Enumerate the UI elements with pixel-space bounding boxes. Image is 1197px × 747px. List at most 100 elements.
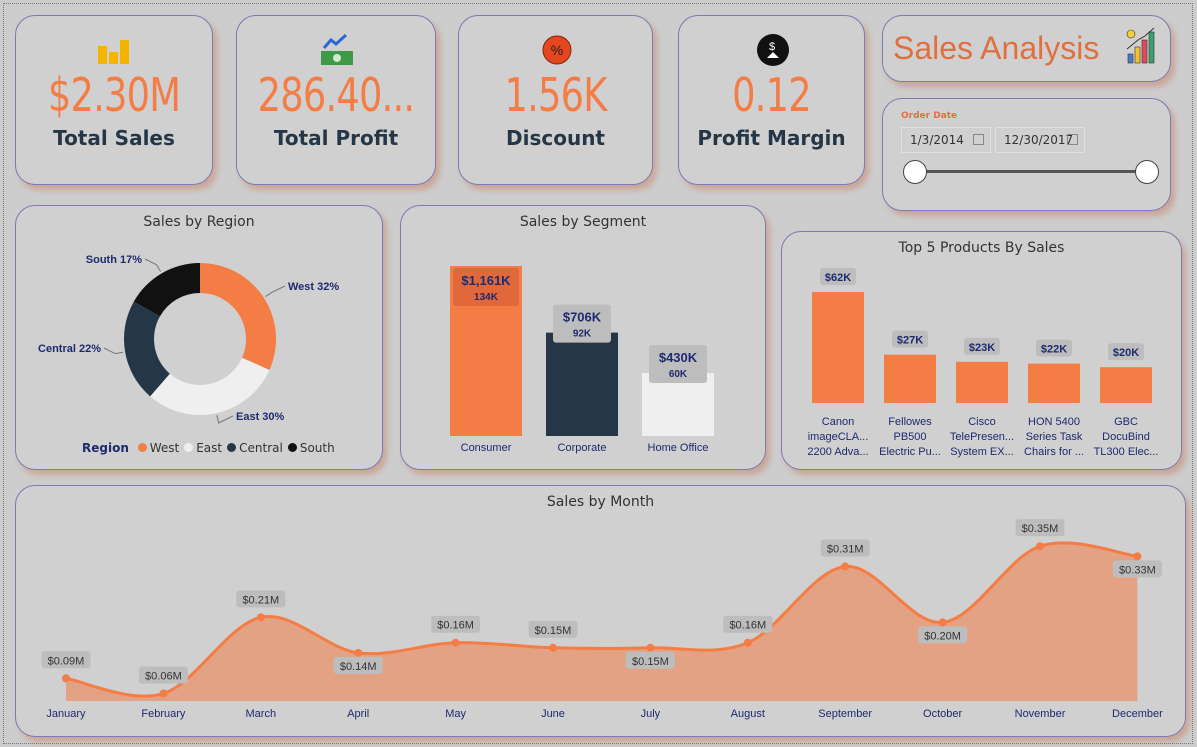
product-bar bbox=[956, 361, 1008, 403]
legend: Region West East Central South bbox=[82, 441, 335, 455]
data-label: $0.15M bbox=[535, 625, 572, 637]
kpi-label: Discount bbox=[506, 126, 605, 150]
legend-item-west[interactable]: West bbox=[133, 441, 179, 455]
product-label: TelePresen... bbox=[950, 431, 1014, 443]
end-date-input[interactable]: 12/30/2017 bbox=[995, 127, 1085, 153]
data-label-bg bbox=[625, 651, 675, 669]
data-label-bg bbox=[333, 656, 383, 674]
end-date-value: 12/30/2017 bbox=[1004, 133, 1074, 147]
kpi-value: 0.12 bbox=[732, 68, 812, 122]
product-label: TL300 Elec... bbox=[1094, 446, 1159, 458]
product-bar bbox=[812, 292, 864, 403]
data-label-bg bbox=[1112, 560, 1162, 578]
chart-title: Sales by Segment bbox=[519, 214, 647, 230]
data-label: $0.09M bbox=[48, 655, 85, 667]
data-label-bg bbox=[236, 590, 286, 608]
start-date-value: 1/3/2014 bbox=[910, 133, 964, 147]
data-point bbox=[159, 689, 168, 698]
bar-corporate bbox=[546, 332, 618, 436]
kpi-value: $2.30M bbox=[47, 68, 181, 122]
top-products-card: Top 5 Products By Sales $62K Canon imageCL… bbox=[781, 231, 1182, 470]
slicer-label: Order Date bbox=[901, 111, 958, 121]
data-point bbox=[1133, 552, 1142, 561]
start-date-input[interactable]: 1/3/2014 bbox=[901, 127, 991, 153]
bar-chart-icon bbox=[1126, 27, 1155, 64]
legend-item-east[interactable]: East bbox=[179, 441, 222, 455]
kpi-total-profit: 286.40... Total Profit bbox=[236, 15, 436, 185]
bar-home-office bbox=[642, 373, 714, 436]
product-label: 2200 Adva... bbox=[807, 446, 868, 458]
calendar-icon[interactable] bbox=[973, 134, 984, 145]
data-label: $20K bbox=[1113, 347, 1139, 359]
product-label: PB500 bbox=[893, 431, 926, 443]
legend-dot bbox=[137, 443, 147, 452]
leader-line bbox=[103, 347, 124, 355]
percent-badge-icon: % bbox=[459, 32, 652, 66]
data-label-bg bbox=[528, 620, 578, 638]
month-label: November bbox=[1015, 708, 1066, 720]
calendar-icon[interactable] bbox=[1067, 134, 1078, 145]
data-label-bg bbox=[1036, 339, 1072, 357]
data-label: $22K bbox=[1041, 344, 1067, 356]
data-point bbox=[451, 638, 460, 647]
slider-end-handle[interactable] bbox=[1135, 160, 1159, 184]
legend-label: South bbox=[299, 441, 335, 455]
leader-line bbox=[265, 285, 286, 297]
data-point bbox=[1036, 542, 1044, 551]
data-label: $0.31M bbox=[827, 544, 864, 556]
month-area-chart: $0.09M January $0.06M February $0.21M March $0… bbox=[41, 519, 1163, 720]
donut-slice-south bbox=[133, 263, 200, 317]
data-label-bg bbox=[649, 345, 707, 384]
dollar-down-icon: $ bbox=[679, 32, 864, 66]
product-label: Series Task bbox=[1026, 431, 1083, 443]
month-label: March bbox=[246, 708, 277, 720]
data-point bbox=[62, 674, 70, 683]
product-label: Canon bbox=[822, 416, 854, 428]
sales-line bbox=[65, 541, 1138, 698]
slice-label: Central 22% bbox=[38, 343, 101, 355]
data-point bbox=[646, 643, 655, 652]
data-point bbox=[256, 613, 265, 622]
data-sublabel: 134K bbox=[474, 292, 499, 303]
legend-item-central[interactable]: Central bbox=[222, 441, 283, 455]
month-label: May bbox=[445, 708, 466, 720]
month-label: June bbox=[541, 708, 565, 720]
canvas-frame bbox=[3, 3, 1193, 744]
data-label-bg bbox=[820, 268, 856, 285]
data-label: $0.33M bbox=[1119, 564, 1156, 576]
chart-title: Sales by Region bbox=[143, 214, 255, 230]
legend-item-south[interactable]: South bbox=[283, 441, 335, 455]
data-sublabel: 92K bbox=[573, 329, 592, 340]
product-label: Cisco bbox=[968, 416, 996, 428]
title-card: Sales Analysis bbox=[882, 15, 1171, 82]
chart-title: Sales by Month bbox=[546, 494, 655, 510]
data-label: $1,161K bbox=[461, 273, 511, 288]
sales-by-region-card: Sales by Region West 32% East 30% Central … bbox=[15, 205, 383, 470]
data-label: $706K bbox=[563, 310, 602, 325]
leader-line bbox=[216, 415, 234, 424]
slider-track[interactable] bbox=[915, 170, 1147, 173]
legend-dot bbox=[227, 443, 237, 452]
kpi-discount: % 1.56K Discount bbox=[458, 15, 653, 185]
month-label: October bbox=[923, 708, 962, 720]
product-label: Chairs for ... bbox=[1024, 446, 1084, 458]
leader-line bbox=[144, 258, 162, 272]
data-label-bg bbox=[892, 330, 928, 348]
data-label: $62K bbox=[825, 272, 851, 284]
slider-start-handle[interactable] bbox=[903, 160, 927, 184]
data-label: $0.14M bbox=[340, 661, 377, 673]
category-label: Corporate bbox=[558, 442, 607, 454]
data-sublabel: 60K bbox=[669, 369, 688, 380]
data-label: $0.06M bbox=[145, 671, 182, 683]
region-donut-chart: West 32% East 30% Central 22% South 17% bbox=[38, 254, 339, 424]
month-label: April bbox=[347, 708, 369, 720]
product-label: GBC bbox=[1114, 416, 1138, 428]
donut-slice-west bbox=[200, 263, 276, 370]
kpi-value: 1.56K bbox=[504, 68, 607, 122]
month-label: August bbox=[731, 708, 765, 720]
category-label: Consumer bbox=[461, 442, 512, 454]
month-label: February bbox=[141, 708, 186, 720]
data-label-bg bbox=[918, 626, 968, 644]
slice-label: South 17% bbox=[86, 254, 142, 266]
kpi-profit-margin: $ 0.12 Profit Margin bbox=[678, 15, 865, 185]
